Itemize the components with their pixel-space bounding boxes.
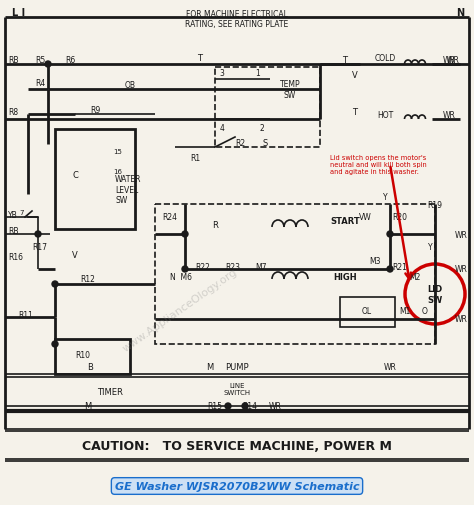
Text: V: V — [352, 70, 358, 79]
Text: Lid switch opens the motor's
neutral and will kill both spin
and agitate in this: Lid switch opens the motor's neutral and… — [330, 155, 427, 175]
Text: R22: R22 — [195, 263, 210, 272]
Text: R11: R11 — [18, 310, 33, 319]
Text: PUMP: PUMP — [225, 363, 249, 372]
Text: M: M — [84, 401, 91, 411]
Circle shape — [45, 62, 51, 68]
Text: N: N — [456, 8, 464, 18]
Text: 4: 4 — [219, 123, 224, 132]
Text: R5: R5 — [35, 56, 45, 64]
Text: WR: WR — [269, 401, 282, 411]
Bar — [215, 68, 320, 147]
Text: RB: RB — [8, 227, 18, 236]
Circle shape — [225, 403, 231, 409]
Text: VW: VW — [359, 213, 371, 222]
Text: GE Washer WJSR2070B2WW Schematic: GE Washer WJSR2070B2WW Schematic — [115, 481, 359, 491]
Text: V: V — [72, 250, 78, 259]
Text: 15: 15 — [113, 148, 122, 155]
Text: WR: WR — [455, 265, 468, 274]
Text: R21: R21 — [392, 263, 408, 272]
Text: WR: WR — [443, 56, 456, 64]
Text: M2: M2 — [410, 273, 421, 282]
Text: OB: OB — [125, 80, 136, 89]
Text: M1: M1 — [399, 307, 410, 316]
Circle shape — [387, 267, 393, 273]
Text: 7: 7 — [20, 210, 24, 216]
Circle shape — [182, 231, 188, 237]
Text: R: R — [212, 220, 218, 229]
Circle shape — [52, 281, 58, 287]
Text: R10: R10 — [75, 350, 91, 359]
Circle shape — [242, 403, 248, 409]
Text: RB: RB — [8, 56, 18, 64]
Bar — [340, 297, 395, 327]
Bar — [155, 205, 435, 344]
Text: M3: M3 — [369, 257, 381, 266]
Text: WATER
LEVEL
SW: WATER LEVEL SW — [115, 175, 142, 205]
Text: R24: R24 — [162, 213, 177, 222]
Text: R12: R12 — [81, 274, 95, 283]
Text: WR: WR — [383, 363, 396, 372]
Text: S: S — [263, 138, 268, 147]
Text: R6: R6 — [65, 56, 75, 64]
Text: O: O — [422, 307, 428, 316]
Text: T: T — [353, 107, 357, 116]
Text: YB: YB — [8, 210, 18, 219]
Text: Y: Y — [383, 193, 387, 202]
Text: WR: WR — [455, 315, 468, 324]
Bar — [55, 130, 135, 230]
Text: R19: R19 — [428, 200, 443, 209]
Text: WR: WR — [455, 230, 468, 239]
Circle shape — [35, 231, 41, 237]
Text: L I: L I — [12, 8, 25, 18]
Text: M: M — [206, 363, 214, 372]
Text: 1: 1 — [255, 68, 260, 77]
Text: N  M6: N M6 — [170, 273, 192, 282]
Text: CAUTION:   TO SERVICE MACHINE, POWER M: CAUTION: TO SERVICE MACHINE, POWER M — [82, 440, 392, 452]
Text: HOT: HOT — [377, 110, 393, 119]
Text: FOR MACHINE ELECTRICAL
RATING, SEE RATING PLATE: FOR MACHINE ELECTRICAL RATING, SEE RATIN… — [185, 10, 289, 29]
Text: TIMER: TIMER — [97, 388, 123, 397]
Text: R4: R4 — [35, 78, 45, 87]
Text: COLD: COLD — [374, 54, 396, 63]
Text: R9: R9 — [90, 105, 100, 114]
Circle shape — [52, 341, 58, 347]
Text: LID
SW: LID SW — [428, 285, 443, 304]
Text: Y: Y — [428, 243, 432, 252]
Text: 16: 16 — [113, 169, 122, 175]
Text: R16: R16 — [8, 253, 23, 262]
Text: C: C — [72, 170, 78, 179]
Text: R8: R8 — [8, 107, 18, 116]
Text: 2: 2 — [260, 123, 264, 132]
Text: LINE
SWITCH: LINE SWITCH — [223, 383, 251, 396]
Circle shape — [182, 267, 188, 273]
Text: R20: R20 — [392, 213, 408, 222]
Text: R17: R17 — [33, 243, 47, 252]
Text: R23: R23 — [225, 263, 240, 272]
Text: OL: OL — [362, 307, 372, 316]
Text: B: B — [87, 363, 93, 372]
Text: HIGH: HIGH — [333, 273, 357, 282]
Circle shape — [387, 231, 393, 237]
Text: TEMP
SW: TEMP SW — [280, 80, 301, 99]
Text: WR: WR — [447, 56, 460, 64]
Text: www.ApplianceOlogy.org: www.ApplianceOlogy.org — [121, 266, 239, 353]
Bar — [55, 339, 130, 374]
Text: R14: R14 — [243, 401, 257, 411]
Text: 3: 3 — [219, 68, 224, 77]
Text: WR: WR — [443, 110, 456, 119]
Text: T: T — [198, 54, 202, 63]
Text: R1: R1 — [190, 153, 200, 162]
Text: R2: R2 — [235, 138, 245, 147]
Text: R15: R15 — [208, 401, 222, 411]
Text: T: T — [343, 56, 347, 64]
Text: M7: M7 — [255, 263, 266, 272]
Text: START: START — [330, 217, 360, 226]
